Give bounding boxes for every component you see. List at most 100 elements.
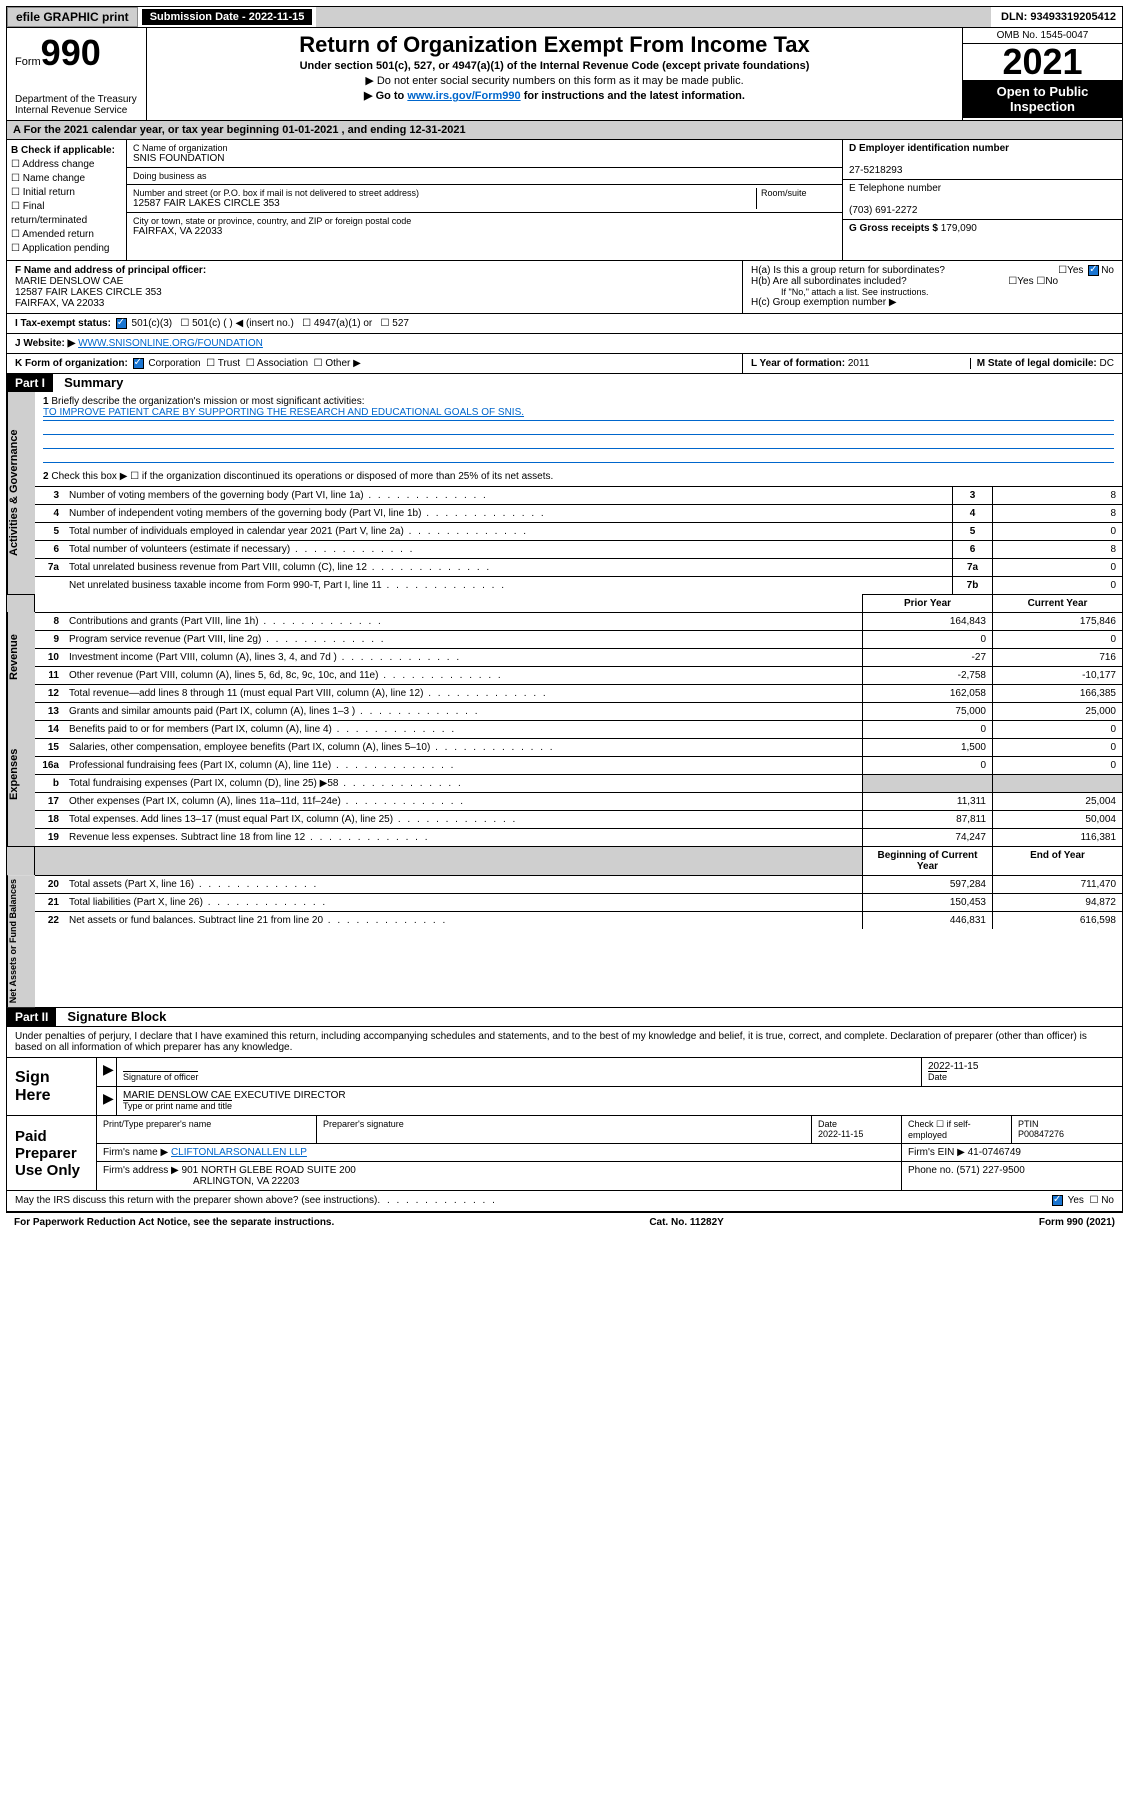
firm-addr2: ARLINGTON, VA 22203 bbox=[103, 1176, 299, 1187]
mission-text[interactable]: TO IMPROVE PATIENT CARE BY SUPPORTING TH… bbox=[43, 407, 524, 418]
part2-title: Signature Block bbox=[59, 1006, 174, 1027]
dots bbox=[377, 1195, 496, 1206]
addr-label: Number and street (or P.O. box if mail i… bbox=[133, 188, 756, 198]
website-link[interactable]: WWW.SNISONLINE.ORG/FOUNDATION bbox=[78, 338, 263, 349]
addr-row: Number and street (or P.O. box if mail i… bbox=[127, 185, 842, 213]
gross-label: G Gross receipts $ bbox=[849, 223, 938, 234]
ck-app-pending: ☐ Application pending bbox=[11, 242, 122, 256]
side-netassets: Net Assets or Fund Balances bbox=[7, 875, 35, 1007]
row-current: 50,004 bbox=[992, 811, 1122, 828]
row-prior: 1,500 bbox=[862, 739, 992, 756]
firm-ein-label: Firm's EIN ▶ bbox=[908, 1147, 965, 1158]
row-val: 8 bbox=[992, 541, 1122, 558]
row-text: Total number of individuals employed in … bbox=[65, 523, 952, 540]
topbar-spacer bbox=[316, 7, 991, 27]
gross-value: 179,090 bbox=[941, 223, 977, 234]
summary-row: 5 Total number of individuals employed i… bbox=[35, 522, 1122, 540]
form-prefix: Form bbox=[15, 56, 41, 68]
submission-date: Submission Date - 2022-11-15 bbox=[142, 9, 313, 25]
form-note-1: ▶ Do not enter social security numbers o… bbox=[155, 74, 954, 87]
topbar: efile GRAPHIC print Submission Date - 20… bbox=[6, 6, 1123, 28]
row-num: 3 bbox=[35, 487, 65, 504]
summary-row: 10 Investment income (Part VIII, column … bbox=[35, 648, 1122, 666]
row-current: 175,846 bbox=[992, 613, 1122, 630]
row-val: 0 bbox=[992, 577, 1122, 594]
ein-label: D Employer identification number bbox=[849, 143, 1009, 154]
row-box: 4 bbox=[952, 505, 992, 522]
section-b-label: B Check if applicable: bbox=[11, 145, 115, 156]
row-val: 0 bbox=[992, 523, 1122, 540]
section-b: B Check if applicable: ☐ Address change … bbox=[7, 140, 127, 260]
l1-text: Briefly describe the organization's miss… bbox=[51, 396, 364, 407]
sig-name-label: Type or print name and title bbox=[123, 1100, 232, 1111]
f-label: F Name and address of principal officer: bbox=[15, 265, 206, 276]
row-num: 5 bbox=[35, 523, 65, 540]
row-num: 9 bbox=[35, 631, 65, 648]
row-prior: 597,284 bbox=[862, 876, 992, 893]
sign-here-label: Sign Here bbox=[7, 1058, 97, 1115]
summary-row: 3 Number of voting members of the govern… bbox=[35, 486, 1122, 504]
header-right: OMB No. 1545-0047 2021 Open to Public In… bbox=[962, 28, 1122, 120]
firm-ein: 41-0746749 bbox=[968, 1147, 1021, 1158]
row-box: 6 bbox=[952, 541, 992, 558]
open-to-public: Open to Public Inspection bbox=[963, 80, 1122, 118]
gross-cell: G Gross receipts $ 179,090 bbox=[843, 220, 1122, 237]
row-text: Revenue less expenses. Subtract line 18 … bbox=[65, 829, 862, 846]
org-name: SNIS FOUNDATION bbox=[133, 153, 836, 164]
row-num: 8 bbox=[35, 613, 65, 630]
efile-print-button[interactable]: efile GRAPHIC print bbox=[7, 7, 138, 27]
city-label: City or town, state or province, country… bbox=[133, 216, 836, 226]
row-num: 19 bbox=[35, 829, 65, 846]
sign-here-block: Sign Here ▶ Signature of officer 2022-11… bbox=[6, 1058, 1123, 1116]
addr-value: 12587 FAIR LAKES CIRCLE 353 bbox=[133, 198, 756, 209]
arrow-icon: ▶ bbox=[103, 1061, 114, 1077]
summary-row: 21 Total liabilities (Part X, line 26) 1… bbox=[35, 893, 1122, 911]
row-num: 22 bbox=[35, 912, 65, 929]
header-title-block: Return of Organization Exempt From Incom… bbox=[147, 28, 962, 120]
side-governance: Activities & Governance bbox=[7, 392, 35, 594]
firm-name[interactable]: CLIFTONLARSONALLEN LLP bbox=[171, 1147, 307, 1158]
row-prior: 0 bbox=[862, 757, 992, 774]
irs-link[interactable]: www.irs.gov/Form990 bbox=[407, 90, 520, 102]
summary-row: 15 Salaries, other compensation, employe… bbox=[35, 738, 1122, 756]
row-current: 716 bbox=[992, 649, 1122, 666]
row-num: 11 bbox=[35, 667, 65, 684]
prep-sig-label: Preparer's signature bbox=[317, 1116, 812, 1143]
row-text: Number of voting members of the governin… bbox=[65, 487, 952, 504]
ck-final-return: ☐ Final return/terminated bbox=[11, 200, 122, 228]
discuss-yes-check bbox=[1052, 1195, 1063, 1206]
row-text: Total expenses. Add lines 13–17 (must eq… bbox=[65, 811, 862, 828]
phone-label: E Telephone number bbox=[849, 183, 941, 194]
row-num: 14 bbox=[35, 721, 65, 738]
col-end: End of Year bbox=[992, 846, 1122, 875]
ha-no-check bbox=[1088, 265, 1099, 276]
ein-value: 27-5218293 bbox=[849, 165, 902, 176]
row-num: 20 bbox=[35, 876, 65, 893]
part1: Part I Summary Activities & Governance 1… bbox=[6, 374, 1123, 1008]
form-number: 990 bbox=[41, 32, 101, 73]
row-text: Number of independent voting members of … bbox=[65, 505, 952, 522]
summary-row: 6 Total number of volunteers (estimate i… bbox=[35, 540, 1122, 558]
firm-name-label: Firm's name ▶ bbox=[103, 1147, 168, 1158]
row-val: 8 bbox=[992, 487, 1122, 504]
ck-initial-return: ☐ Initial return bbox=[11, 186, 122, 200]
row-current: 25,000 bbox=[992, 703, 1122, 720]
city-value: FAIRFAX, VA 22033 bbox=[133, 226, 836, 237]
row-current: 0 bbox=[992, 631, 1122, 648]
k-label: K Form of organization: bbox=[15, 358, 128, 369]
summary-row: Net unrelated business taxable income fr… bbox=[35, 576, 1122, 594]
h-b-note: If "No," attach a list. See instructions… bbox=[751, 287, 1114, 297]
row-num: 17 bbox=[35, 793, 65, 810]
row-text: Total unrelated business revenue from Pa… bbox=[65, 559, 952, 576]
summary-row: 19 Revenue less expenses. Subtract line … bbox=[35, 828, 1122, 846]
discuss-row: May the IRS discuss this return with the… bbox=[6, 1191, 1123, 1211]
firm-phone-label: Phone no. bbox=[908, 1165, 954, 1176]
row-current: -10,177 bbox=[992, 667, 1122, 684]
summary-row: 20 Total assets (Part X, line 16) 597,28… bbox=[35, 875, 1122, 893]
col-current: Current Year bbox=[992, 594, 1122, 612]
row-prior: 162,058 bbox=[862, 685, 992, 702]
row-current: 711,470 bbox=[992, 876, 1122, 893]
form-subtitle: Under section 501(c), 527, or 4947(a)(1)… bbox=[155, 60, 954, 72]
summary-row: 8 Contributions and grants (Part VIII, l… bbox=[35, 612, 1122, 630]
declaration: Under penalties of perjury, I declare th… bbox=[6, 1027, 1123, 1058]
